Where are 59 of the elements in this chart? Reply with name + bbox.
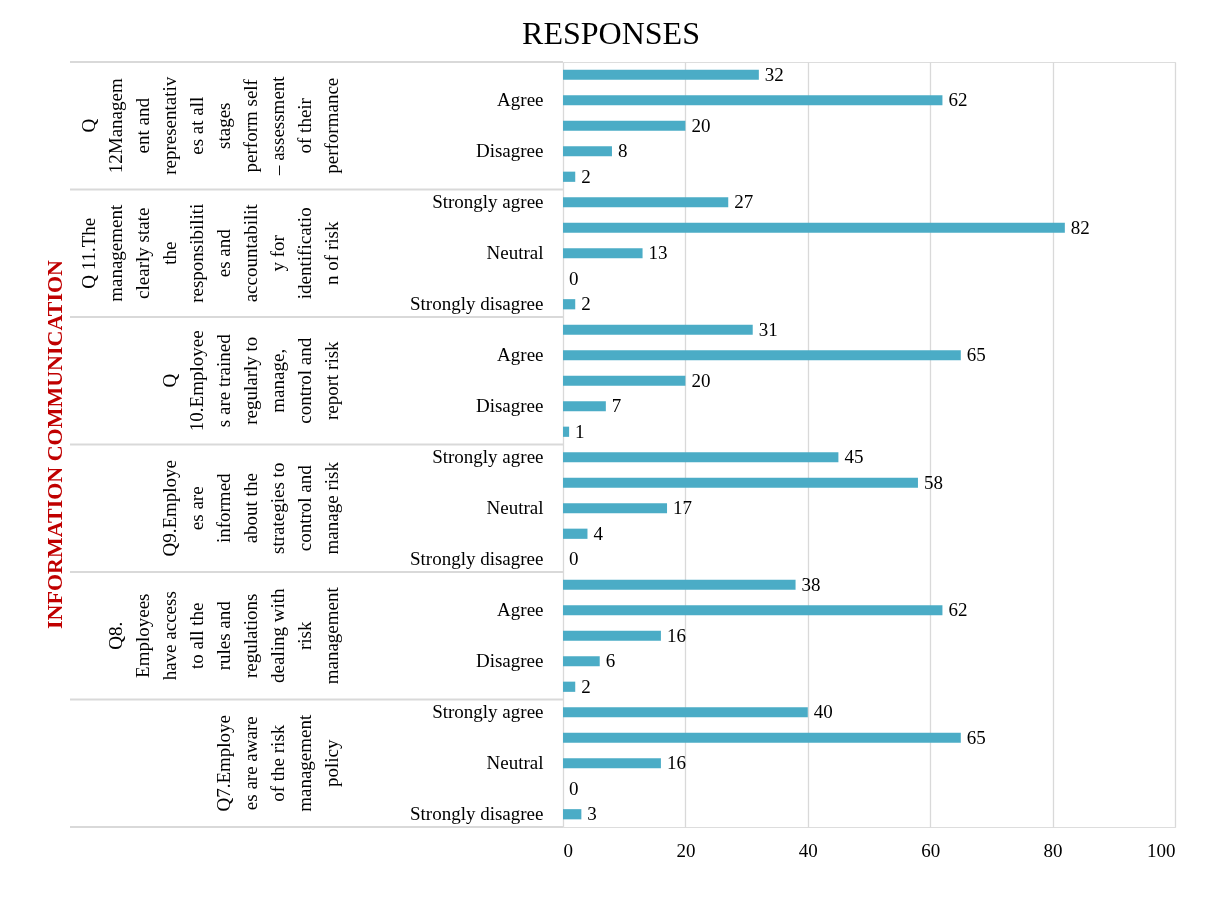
data-label: 40 — [813, 701, 833, 723]
data-label: 2 — [581, 293, 591, 315]
data-label: 2 — [581, 165, 591, 187]
data-label: 8 — [617, 140, 628, 162]
x-tick-label: 40 — [798, 839, 818, 861]
data-label: 38 — [801, 573, 821, 595]
y-tick-label: Agree — [497, 599, 544, 621]
y-tick-label: Strongly disagree — [409, 293, 544, 315]
y-tick-label: Agree — [497, 89, 544, 111]
y-tick-label: Strongly disagree — [409, 803, 544, 825]
data-label: 58 — [923, 471, 943, 493]
text: Q8. Employees have access to all the rules and regulations dealing with risk management — [105, 587, 342, 685]
data-label: 62 — [948, 89, 968, 111]
data-label: 0 — [569, 777, 579, 799]
x-tick-label: 60 — [921, 839, 941, 861]
data-label: 4 — [593, 522, 604, 544]
y-tick-label: Disagree — [475, 395, 544, 417]
text: Q 10.Employee s are trained regularly to manage, control and report risk — [159, 330, 342, 432]
text: Q 12Managem ent and representativ es at all stages perform self – assessment of their performance — [78, 76, 342, 176]
y-tick-label: Strongly disagree — [409, 548, 544, 570]
text: INFORMATION COMMUNICATION — [42, 259, 67, 629]
text: Q 11.The management clearly state the responsibiliti es and accountabilit y for identificatio n of risk — [78, 203, 342, 303]
data-label: 65 — [966, 726, 986, 748]
y-tick-label: Disagree — [475, 650, 544, 672]
y-tick-label: Neutral — [486, 752, 544, 774]
data-label: 31 — [758, 318, 778, 340]
y-tick-label: Agree — [497, 344, 544, 366]
data-label: 7 — [611, 395, 622, 417]
data-label: 2 — [581, 675, 591, 697]
data-label: 20 — [691, 114, 711, 136]
data-label: 62 — [948, 599, 968, 621]
y-tick-label: Disagree — [475, 140, 544, 162]
data-label: 0 — [569, 548, 579, 570]
data-label: 27 — [734, 191, 754, 213]
data-label: 13 — [648, 242, 668, 264]
x-tick-label: 20 — [676, 839, 696, 861]
data-label: 65 — [966, 344, 986, 366]
data-label: 1 — [575, 420, 585, 442]
chart-title: RESPONSES — [522, 15, 700, 51]
x-tick-label: 0 — [563, 839, 573, 861]
y-tick-label: Strongly agree — [432, 701, 544, 723]
data-label: 82 — [1070, 216, 1090, 238]
data-label: 16 — [666, 624, 686, 646]
data-label: 16 — [666, 752, 686, 774]
data-label: 6 — [605, 650, 616, 672]
text: Q9.Employe es are informed about the strategies to control and manage risk — [159, 459, 342, 557]
x-tick-label: 100 — [1147, 839, 1176, 861]
text: Q7.Employe es are aware of the risk management policy — [213, 714, 342, 812]
data-label: 32 — [764, 63, 784, 85]
data-label: 45 — [844, 446, 864, 468]
y-tick-label: Neutral — [486, 497, 544, 519]
y-tick-label: Strongly agree — [432, 191, 544, 213]
data-label: 17 — [673, 497, 693, 519]
y-tick-label: Neutral — [486, 242, 544, 264]
data-label: 3 — [587, 803, 597, 825]
y-tick-label: Strongly agree — [432, 446, 544, 468]
x-tick-label: 80 — [1043, 839, 1063, 861]
data-label: 20 — [691, 369, 711, 391]
data-label: 0 — [569, 267, 579, 289]
